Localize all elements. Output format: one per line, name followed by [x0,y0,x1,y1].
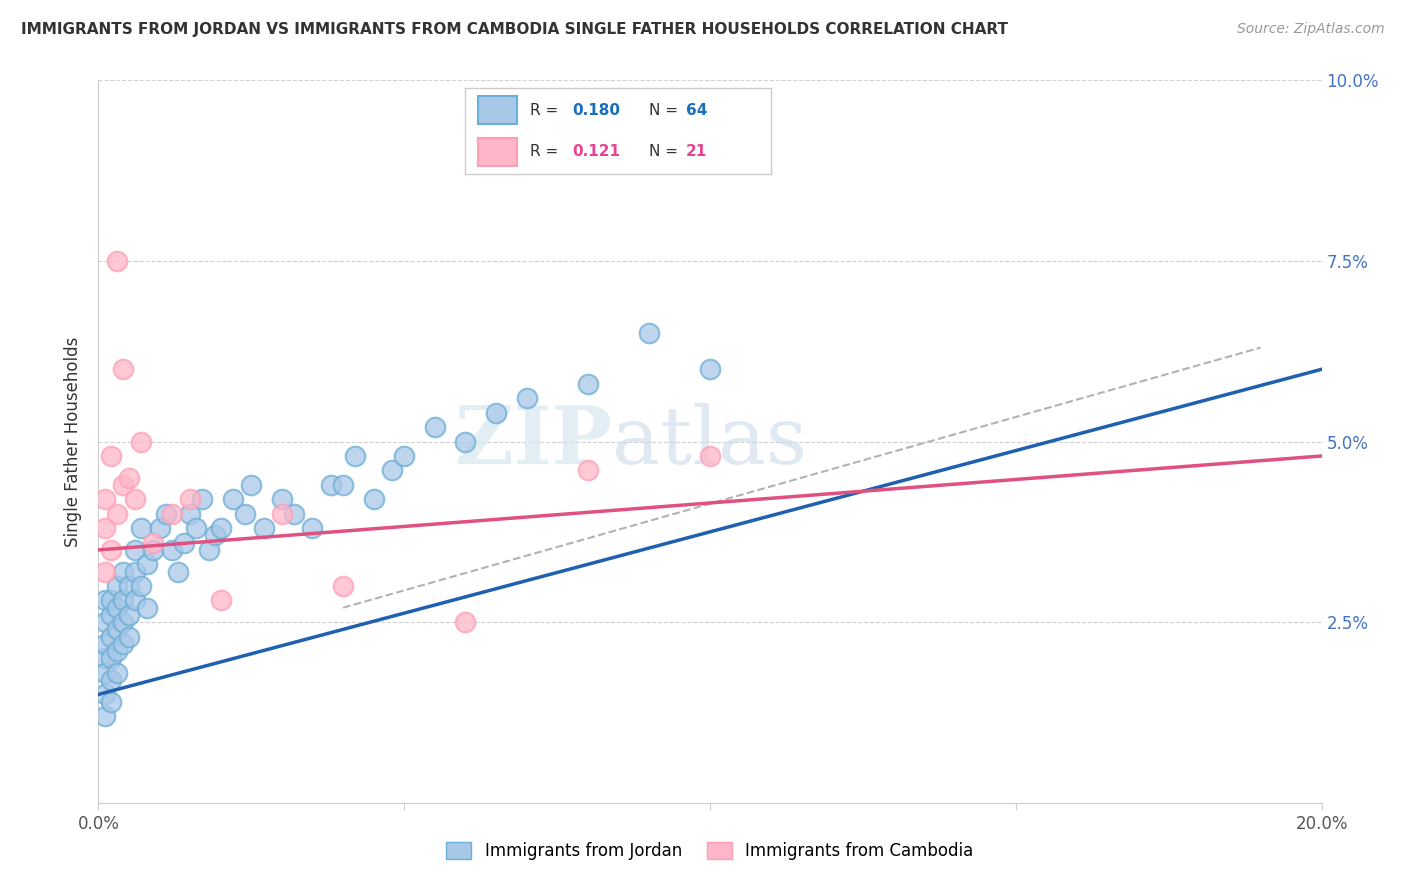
Point [129,434,152,449]
Point [111,637,134,651]
Point [124,492,146,507]
Point [301,521,323,535]
Point [191,492,214,507]
Point [363,492,385,507]
Point [100,695,122,709]
Point [93,565,115,579]
Point [516,391,538,405]
Point [173,535,195,549]
Point [93,492,115,507]
Text: ZIP: ZIP [456,402,612,481]
Point [270,507,292,521]
Point [167,565,190,579]
Point [637,326,661,340]
Point [93,709,115,723]
Point [124,542,146,557]
Point [129,579,152,593]
Y-axis label: Single Father Households: Single Father Households [65,336,83,547]
Point [105,579,128,593]
Point [111,615,134,630]
Point [93,637,115,651]
Point [576,376,599,391]
Text: Source: ZipAtlas.com: Source: ZipAtlas.com [1237,22,1385,37]
Point [179,507,201,521]
Point [204,528,226,542]
Point [699,449,721,463]
Point [118,471,141,485]
Point [105,623,128,637]
Point [160,542,183,557]
Text: IMMIGRANTS FROM JORDAN VS IMMIGRANTS FROM CAMBODIA SINGLE FATHER HOUSEHOLDS CORR: IMMIGRANTS FROM JORDAN VS IMMIGRANTS FRO… [21,22,1008,37]
Point [111,478,134,492]
Point [160,507,183,521]
Point [270,492,292,507]
Point [124,593,146,607]
Point [111,593,134,607]
Point [118,630,141,644]
Point [100,673,122,687]
Point [332,478,354,492]
Point [100,630,122,644]
Legend: Immigrants from Jordan, Immigrants from Cambodia: Immigrants from Jordan, Immigrants from … [440,835,980,867]
Text: atlas: atlas [612,402,807,481]
Point [111,362,134,376]
Point [252,521,274,535]
Point [105,600,128,615]
Point [124,565,146,579]
Point [392,449,416,463]
Point [283,507,305,521]
Point [93,521,115,535]
Point [118,579,141,593]
Point [209,521,232,535]
Point [485,406,508,420]
Point [93,665,115,680]
Point [186,521,208,535]
Point [105,665,128,680]
Point [142,542,165,557]
Point [332,579,354,593]
Point [118,607,141,622]
Point [576,463,599,477]
Point [344,449,367,463]
Point [105,644,128,658]
Point [100,651,122,665]
Point [222,492,245,507]
Point [111,565,134,579]
Point [93,615,115,630]
Point [423,420,446,434]
Point [197,542,219,557]
Point [233,507,256,521]
Point [454,615,477,630]
Point [100,542,122,557]
Point [209,593,232,607]
Point [155,507,177,521]
Point [142,535,165,549]
Point [319,478,342,492]
Point [105,507,128,521]
Point [179,492,201,507]
Point [699,362,721,376]
Point [129,521,152,535]
Point [381,463,404,477]
Point [100,449,122,463]
Point [149,521,172,535]
Point [100,593,122,607]
Point [93,651,115,665]
Point [93,687,115,701]
Point [105,254,128,268]
Point [240,478,263,492]
Point [454,434,477,449]
Point [100,607,122,622]
Point [136,558,159,572]
Point [93,593,115,607]
Point [136,600,159,615]
